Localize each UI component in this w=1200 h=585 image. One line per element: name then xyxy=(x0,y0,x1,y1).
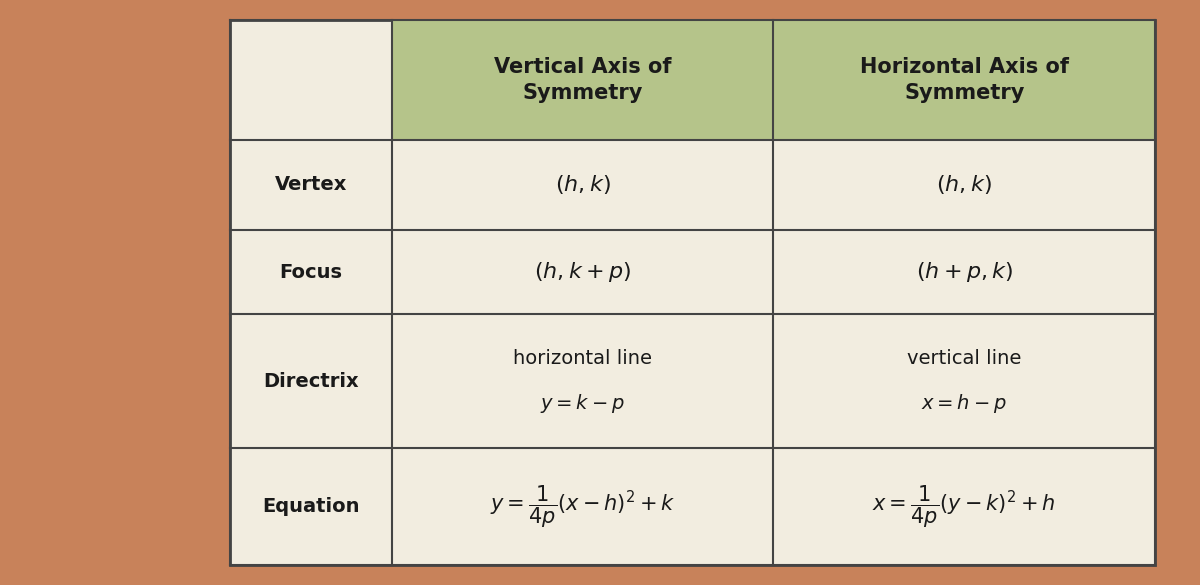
Text: $(h, k)$: $(h, k)$ xyxy=(936,173,992,197)
Bar xyxy=(230,20,1154,565)
Text: $y = \dfrac{1}{4p}(x - h)^2 + k$: $y = \dfrac{1}{4p}(x - h)^2 + k$ xyxy=(490,483,676,529)
Text: $(h + p, k)$: $(h + p, k)$ xyxy=(916,260,1013,284)
Bar xyxy=(392,20,1154,140)
Text: Directrix: Directrix xyxy=(263,371,359,391)
Text: $x = h - p$: $x = h - p$ xyxy=(922,392,1007,415)
Text: vertical line: vertical line xyxy=(907,349,1021,369)
Text: horizontal line: horizontal line xyxy=(514,349,652,369)
Text: $(h, k + p)$: $(h, k + p)$ xyxy=(534,260,631,284)
Text: Vertical Axis of
Symmetry: Vertical Axis of Symmetry xyxy=(494,57,672,103)
Text: Vertex: Vertex xyxy=(275,176,347,194)
Text: $(h, k)$: $(h, k)$ xyxy=(554,173,611,197)
Text: Horizontal Axis of
Symmetry: Horizontal Axis of Symmetry xyxy=(859,57,1069,103)
Text: Equation: Equation xyxy=(262,497,360,516)
Text: $y = k - p$: $y = k - p$ xyxy=(540,392,625,415)
Text: Focus: Focus xyxy=(280,263,342,281)
Text: $x = \dfrac{1}{4p}(y - k)^2 + h$: $x = \dfrac{1}{4p}(y - k)^2 + h$ xyxy=(872,483,1056,529)
